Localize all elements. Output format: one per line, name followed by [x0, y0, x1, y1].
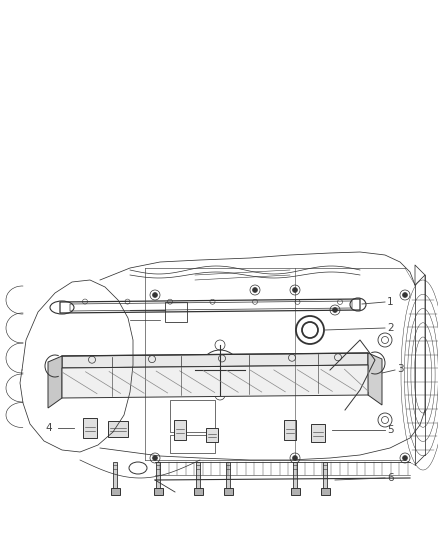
Bar	[311, 424, 325, 442]
Circle shape	[293, 287, 297, 293]
Text: 6: 6	[387, 473, 394, 483]
Bar	[293, 462, 297, 489]
Bar	[321, 488, 329, 495]
Text: 1: 1	[387, 297, 394, 307]
Polygon shape	[62, 365, 368, 398]
Bar	[156, 462, 160, 489]
Text: 4: 4	[45, 423, 52, 433]
Bar	[284, 420, 296, 440]
Bar	[290, 488, 300, 495]
Text: 3: 3	[397, 364, 404, 374]
Bar	[83, 418, 97, 438]
Bar	[206, 428, 218, 442]
Bar	[170, 435, 215, 453]
Bar	[194, 488, 202, 495]
Bar	[174, 420, 186, 440]
Bar	[226, 462, 230, 489]
Circle shape	[252, 287, 258, 293]
Circle shape	[403, 456, 407, 461]
Bar	[170, 400, 215, 432]
Polygon shape	[62, 353, 368, 368]
Bar	[165, 302, 187, 322]
Bar	[223, 488, 233, 495]
Circle shape	[293, 456, 297, 461]
Bar	[108, 421, 128, 437]
Bar	[110, 488, 120, 495]
Circle shape	[332, 308, 338, 312]
Circle shape	[403, 293, 407, 297]
Bar	[323, 462, 327, 489]
Text: 2: 2	[387, 323, 394, 333]
Text: 5: 5	[387, 425, 394, 435]
Circle shape	[152, 456, 158, 461]
Bar	[153, 488, 162, 495]
Bar	[196, 462, 200, 489]
Polygon shape	[48, 356, 62, 408]
Bar	[113, 462, 117, 489]
Circle shape	[152, 293, 158, 297]
Polygon shape	[368, 353, 382, 405]
